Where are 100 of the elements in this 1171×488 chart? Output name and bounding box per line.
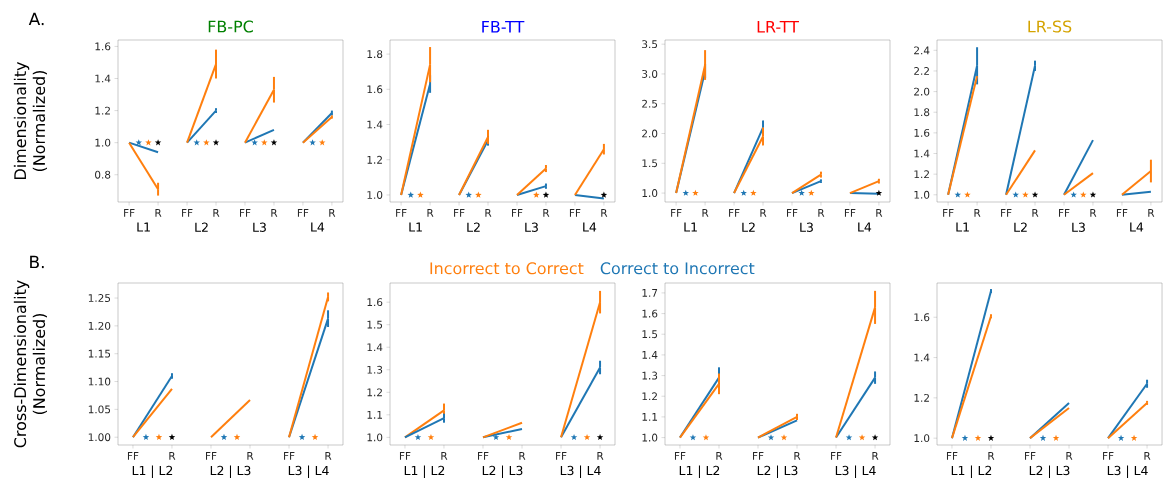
y-axis-title: Dimensionality (Normalized) <box>13 61 47 179</box>
x-tick-label: FF <box>454 209 465 217</box>
x-tick-label: FF <box>569 209 581 217</box>
y-tick-label: 1.25 <box>88 294 111 302</box>
x-tick-label: FF <box>124 209 135 217</box>
x-tick-label: FF <box>831 452 842 460</box>
y-tick-label: 1.00 <box>88 433 111 442</box>
x-tick-label: R <box>329 209 336 217</box>
text: B. <box>30 255 44 269</box>
text: L2 <box>467 222 480 232</box>
y-tick-label: 1.3 <box>367 365 383 374</box>
y-tick-label: 1.20 <box>88 321 111 330</box>
text: A. <box>28 12 44 26</box>
x-tick-label: FF <box>671 209 682 217</box>
text: L2 <box>742 222 755 232</box>
text: L1 | L2 <box>679 465 720 478</box>
x-tick-label: R <box>760 209 767 217</box>
x-tick-label: FF <box>556 452 567 460</box>
x-tick-label: FF <box>206 452 217 460</box>
x-tick-label: FF <box>284 452 295 460</box>
y-tick-label: 1.4 <box>367 343 383 352</box>
text: L4 <box>311 222 325 232</box>
y-tick-label: 1.05 <box>88 405 111 414</box>
x-tick-label: R <box>1148 209 1155 217</box>
y-tick-label: 1.4 <box>367 120 383 129</box>
y-tick-label: 1.1 <box>642 413 658 421</box>
text: L1 <box>137 222 150 232</box>
text: L1 | L2 <box>132 465 173 478</box>
text: Incorrect to Correct <box>430 262 584 275</box>
x-tick-label: R <box>988 452 995 460</box>
y-tick-label: 1.2 <box>642 392 657 401</box>
text: Correct to Incorrect <box>600 262 755 275</box>
x-tick-label: R <box>597 452 604 460</box>
x-tick-label: R <box>1090 209 1097 217</box>
x-tick-label: R <box>213 209 220 217</box>
y-tick-label: 3.0 <box>642 69 658 78</box>
y-axis-title: Cross-Dimensionality (Normalized) <box>13 280 47 448</box>
y-tick-label: 1.8 <box>367 50 383 59</box>
x-tick-label: FF <box>1025 452 1036 460</box>
y-tick-label: 1.0 <box>642 433 658 442</box>
x-tick-label: R <box>1032 209 1039 217</box>
y-tick-label: 1.5 <box>367 320 383 329</box>
text: L2 | L3 <box>1029 465 1070 478</box>
x-tick-label: FF <box>1103 452 1114 460</box>
x-tick-label: FF <box>674 452 686 460</box>
text: L2 | L3 <box>482 465 523 478</box>
text: L3 <box>525 222 538 232</box>
y-tick-label: 1.5 <box>642 330 658 339</box>
x-tick-label: R <box>974 209 981 217</box>
text: L1 <box>684 222 697 232</box>
x-tick-label: FF <box>844 209 856 217</box>
x-tick-label: FF <box>943 209 954 217</box>
y-tick-label: 1.0 <box>367 191 383 199</box>
y-tick-label: 1.6 <box>95 42 111 51</box>
y-tick-label: 1.6 <box>642 309 658 318</box>
y-tick-label: 2.0 <box>642 129 658 138</box>
y-tick-label: 1.2 <box>367 155 382 164</box>
x-tick-label: R <box>247 452 254 460</box>
x-tick-label: FF <box>182 209 193 217</box>
y-tick-label: 2.2 <box>914 67 929 75</box>
y-tick-label: 1.1 <box>367 411 383 419</box>
y-tick-label: 1.3 <box>642 371 658 380</box>
x-tick-label: R <box>1144 452 1151 460</box>
y-tick-label: 1.4 <box>642 351 658 359</box>
x-tick-label: R <box>325 452 332 460</box>
y-tick-label: 1.0 <box>95 138 111 147</box>
y-tick-label: 1.0 <box>914 190 930 199</box>
text: L3 <box>253 222 266 232</box>
text: L1 | L2 <box>404 465 445 478</box>
y-tick-label: 1.6 <box>914 128 930 137</box>
y-tick-label: 3.5 <box>642 40 658 49</box>
x-tick-label: R <box>441 452 448 460</box>
text: L1 | L2 <box>951 465 992 478</box>
text: L4 <box>583 222 597 232</box>
y-tick-label: 1.2 <box>914 393 929 402</box>
text: L2 <box>195 222 208 232</box>
chart-title: LR-SS <box>1028 20 1072 33</box>
x-tick-label: FF <box>127 452 139 460</box>
y-tick-label: 1.0 <box>367 433 383 442</box>
y-tick-label: 1.15 <box>88 349 111 358</box>
text: L3 <box>800 222 813 232</box>
x-tick-label: FF <box>512 209 523 217</box>
text: L1 <box>409 222 422 232</box>
text: L3 | L4 <box>835 465 876 478</box>
text: L2 <box>1014 222 1027 232</box>
x-tick-label: R <box>601 209 608 217</box>
y-tick-label: 2.0 <box>914 87 930 96</box>
text: L4 <box>1130 222 1144 232</box>
text: L3 | L4 <box>560 465 601 478</box>
y-tick-label: 2.5 <box>642 99 658 108</box>
x-tick-label: R <box>271 209 278 217</box>
y-tick-label: 1.2 <box>95 106 110 115</box>
x-tick-label: R <box>519 452 526 460</box>
text: L2 | L3 <box>210 465 251 478</box>
y-tick-label: 1.4 <box>914 149 930 158</box>
x-tick-label: R <box>876 209 883 217</box>
x-tick-label: FF <box>297 209 309 217</box>
y-tick-label: 1.10 <box>88 377 111 386</box>
y-tick-label: 1.2 <box>367 388 382 397</box>
y-tick-label: 1.6 <box>367 298 383 307</box>
